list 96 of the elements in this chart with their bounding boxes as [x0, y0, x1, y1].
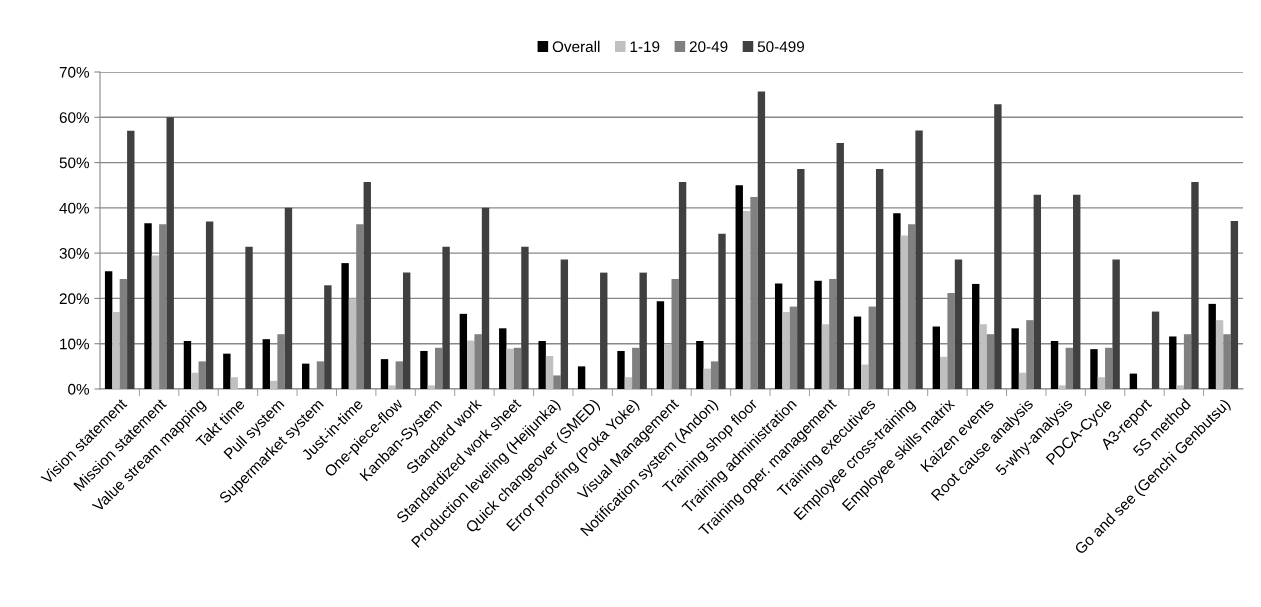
bar: [853, 316, 862, 389]
bar: [104, 271, 113, 389]
bar: [1073, 194, 1081, 389]
bar: [1169, 336, 1177, 389]
y-tick-label: 50%: [59, 157, 90, 169]
bar: [664, 344, 672, 389]
bar: [506, 348, 514, 389]
bar: [972, 283, 980, 389]
bar: [284, 207, 293, 389]
bar: [742, 211, 751, 389]
bar: [127, 130, 135, 389]
bar: [1191, 182, 1199, 389]
bar: [262, 339, 270, 389]
bar: [144, 223, 152, 389]
bar: [656, 301, 665, 389]
bar: [388, 385, 396, 389]
bar: [459, 313, 468, 389]
bar: [797, 168, 805, 389]
bar: [183, 341, 192, 389]
bar: [757, 91, 766, 389]
y-tick-label: 40%: [59, 202, 90, 214]
bar: [467, 340, 475, 389]
bar: [624, 377, 633, 389]
bar: [521, 246, 529, 389]
bar: [1097, 377, 1106, 389]
bar: [678, 182, 687, 389]
bar: [380, 359, 389, 389]
bar: [1090, 349, 1098, 389]
bar: [545, 355, 554, 389]
bar: [893, 213, 901, 389]
bar: [427, 385, 436, 389]
bar: [191, 372, 199, 389]
bar: [1129, 373, 1138, 389]
bar: [560, 259, 569, 389]
bar: [166, 117, 174, 389]
bar: [205, 221, 214, 389]
bar: [481, 207, 490, 389]
bar: [718, 233, 726, 389]
bar: [112, 312, 120, 389]
bar: [979, 324, 987, 389]
bar: [302, 363, 310, 389]
bar: [420, 350, 428, 389]
bar: [900, 235, 908, 389]
bar: [994, 104, 1002, 389]
y-tick-label: 70%: [59, 66, 90, 78]
bar: [341, 263, 349, 389]
bar: [940, 356, 948, 389]
bar: [1018, 372, 1027, 389]
bar: [1011, 328, 1019, 389]
legend-label: Overall: [552, 40, 600, 53]
bar: [577, 366, 586, 389]
bar: [348, 298, 357, 389]
bar: [1151, 311, 1160, 389]
bar: [223, 353, 231, 389]
bar: [538, 341, 546, 389]
bar: [703, 368, 711, 389]
bar: [1050, 341, 1059, 389]
bar: [269, 380, 278, 389]
bar: [814, 280, 822, 389]
bar: [245, 246, 253, 389]
bar: [442, 246, 450, 389]
y-tick-label: 30%: [59, 248, 90, 259]
bar: [915, 130, 923, 389]
bar: [1215, 320, 1224, 389]
bar: [774, 283, 783, 389]
bar: [617, 350, 625, 389]
bar: [324, 285, 332, 389]
bar: [954, 259, 963, 389]
bar: [363, 182, 371, 389]
bar: [821, 324, 830, 389]
y-tick-label: 60%: [59, 112, 90, 123]
bar: [875, 168, 884, 389]
bar: [402, 272, 411, 389]
bar: [1230, 220, 1239, 389]
legend-label: 20-49: [689, 41, 728, 53]
y-tick-label: 0%: [68, 383, 90, 395]
bar: [836, 143, 844, 389]
y-tick-label: 20%: [59, 293, 90, 305]
bar: [696, 341, 704, 389]
bar: [151, 255, 160, 389]
legend-label: 50-499: [757, 41, 804, 53]
bar: [230, 377, 238, 389]
bar: [782, 312, 790, 389]
bar: [499, 328, 507, 389]
bar: [1033, 194, 1041, 389]
bar: [861, 364, 869, 389]
bar: [639, 272, 647, 389]
y-tick-label: 10%: [60, 338, 90, 350]
legend-label: 1-19: [630, 41, 660, 53]
bar: [1058, 385, 1066, 389]
bar: [1176, 385, 1184, 389]
bar: [600, 272, 608, 389]
bar: [1112, 259, 1120, 389]
bar: [1208, 303, 1216, 389]
bar: [932, 326, 941, 389]
bar: [735, 185, 743, 389]
